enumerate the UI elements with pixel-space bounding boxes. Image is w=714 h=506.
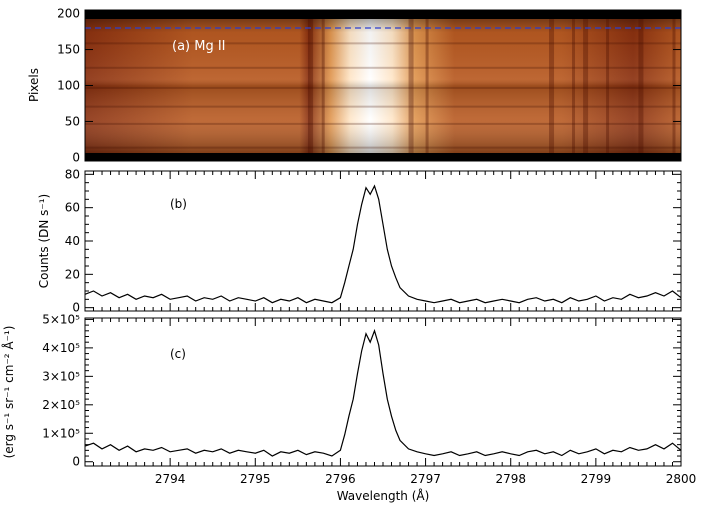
panel-c-frame: [84, 317, 682, 467]
y-tick-label: 40: [65, 234, 80, 248]
heatmap-dark-streak: [321, 19, 325, 153]
y-tick-label: 1×10⁵: [42, 426, 80, 440]
heatmap-dark-streak: [583, 19, 589, 153]
y-tick-label: 50: [65, 114, 80, 128]
y-tick-label: 80: [65, 167, 80, 181]
heatmap-dark-streak: [549, 19, 555, 153]
panel-c-axes: 2794 2795 2796 2797 2798 2799 2800 0 1×10⁵ 2×10⁵ 3…: [42, 312, 696, 486]
x-tick-label: 2797: [410, 472, 441, 486]
heatmap-dark-streak: [308, 19, 314, 153]
y-tick-label: 200: [57, 7, 80, 21]
panel-c-series-line: [84, 328, 682, 457]
y-tick-label: 5×10⁵: [42, 312, 80, 326]
panel-c-label: (c): [170, 347, 186, 361]
x-tick-label: 2796: [325, 472, 356, 486]
heatmap-dark-row: [85, 42, 681, 45]
panel-a-axes: 0 50 100 150 200: [57, 7, 682, 164]
x-tick-label: 2794: [155, 472, 186, 486]
y-tick-label: 20: [65, 267, 80, 281]
y-tick-label: 4×10⁵: [42, 341, 80, 355]
y-tick-label: 0: [72, 455, 80, 469]
panel-a-label: (a) Mg II: [172, 39, 226, 54]
x-tick-label: 2795: [240, 472, 271, 486]
heatmap-dark-row: [85, 86, 681, 89]
panel-c-ylabel: (erg s⁻¹ sr⁻¹ cm⁻² Å⁻¹): [1, 326, 16, 459]
x-axis-label: Wavelength (Å): [337, 488, 430, 503]
x-tick-label: 2798: [495, 472, 526, 486]
heatmap-dark-streak: [572, 19, 576, 153]
heatmap-dark-row: [85, 66, 681, 69]
panel-a-ylabel: Pixels: [27, 68, 41, 102]
panel-b-ylabel: Counts (DN s⁻¹): [37, 194, 51, 289]
panel-a-heatmap: (a) Mg II 0 50 100 150 200 Pixels: [27, 7, 682, 164]
y-tick-label: 2×10⁵: [42, 398, 80, 412]
y-tick-label: 100: [57, 79, 80, 93]
panel-b-label: (b): [170, 197, 187, 211]
panel-b-chart: 0 20 40 60 80 (b) Counts (DN s⁻¹): [37, 167, 682, 315]
x-tick-label: 2800: [666, 472, 697, 486]
panel-b-series-line: [84, 184, 682, 304]
heatmap-dark-streak: [638, 19, 644, 153]
y-tick-label: 0: [72, 150, 80, 164]
y-tick-label: 0: [72, 301, 80, 315]
y-tick-label: 150: [57, 43, 80, 57]
y-tick-label: 3×10⁵: [42, 369, 80, 383]
heatmap-dark-streak: [425, 19, 429, 153]
panel-c-chart: 2794 2795 2796 2797 2798 2799 2800 0 1×10⁵ 2×10⁵ 3…: [1, 312, 696, 503]
heatmap-vertical-shading: [85, 19, 681, 153]
panel-b-axes: 0 20 40 60 80: [65, 167, 682, 315]
heatmap-dark-row: [85, 146, 681, 149]
heatmap-dark-row: [85, 122, 681, 125]
heatmap-dark-row: [85, 105, 681, 108]
x-tick-label: 2799: [581, 472, 612, 486]
panel-b-frame: [84, 170, 682, 312]
heatmap-dark-streak: [606, 19, 610, 153]
heatmap-top-edge: [85, 10, 681, 19]
y-tick-label: 60: [65, 201, 80, 215]
heatmap-dark-streak: [408, 19, 414, 153]
